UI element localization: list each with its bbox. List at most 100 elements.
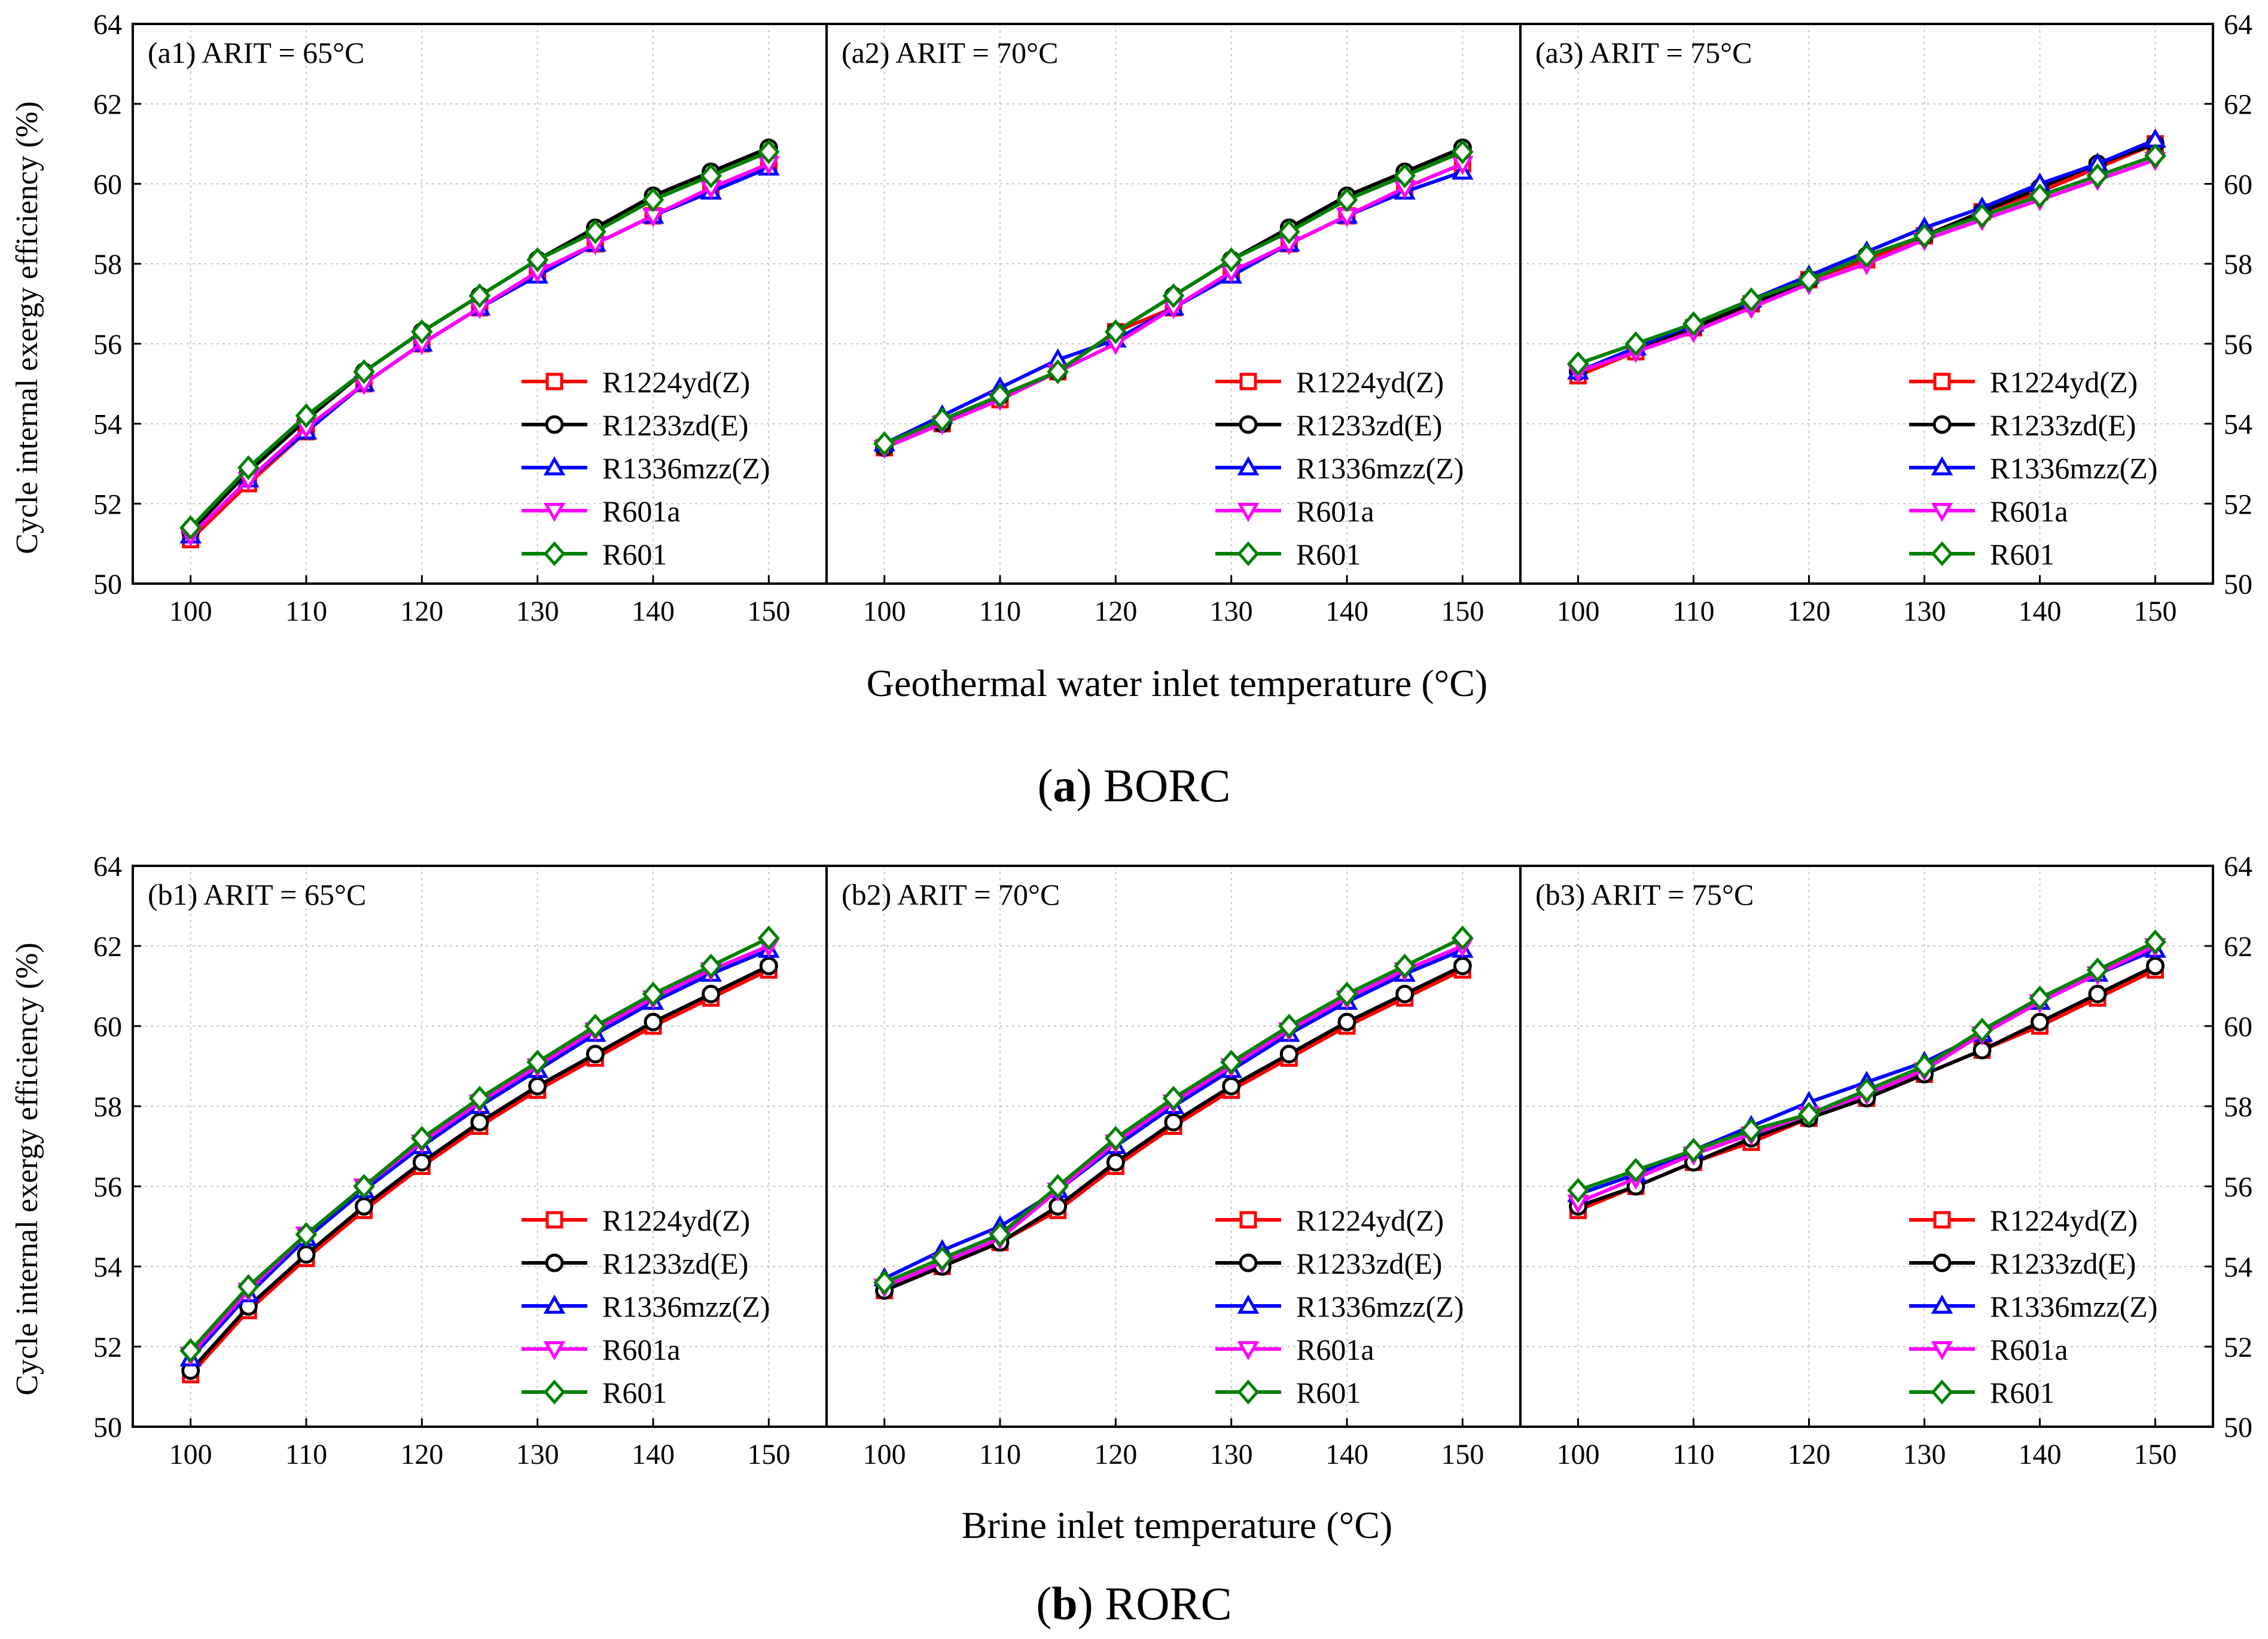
legend-marker-R1224yd(Z) <box>1239 373 1257 390</box>
data-point-R601 <box>584 1014 606 1039</box>
data-point-R601 <box>700 953 723 979</box>
x-tick-label: 110 <box>979 596 1021 627</box>
data-point-R1233zd(E) <box>2031 1012 2049 1031</box>
panel-title: (b2) ARIT = 70°C <box>842 878 1060 911</box>
data-point-R601 <box>353 359 376 384</box>
legend-marker-R1224yd(Z) <box>1933 373 1951 390</box>
y-tick-label: 58 <box>2224 1091 2252 1123</box>
data-point-R601 <box>1162 1085 1185 1111</box>
data-point-R1233zd(E) <box>2088 984 2107 1003</box>
y-tick-label: 62 <box>2224 931 2252 963</box>
chart-panel-5: 100 110 120 130 140 150 (b2) ARIT = 70°C R1224y… <box>825 865 1522 1470</box>
y-tick-label: 50 <box>93 1412 122 1443</box>
data-point-R601 <box>2144 143 2166 169</box>
legend-label: R1336mzz(Z) <box>1296 1290 1464 1323</box>
legend-marker-R601a <box>1237 503 1260 523</box>
data-point-R601 <box>353 1174 376 1199</box>
data-point-R601 <box>295 403 318 428</box>
data-point-R601 <box>2029 985 2051 1011</box>
data-point-R601 <box>1913 1054 1935 1079</box>
data-point-R601 <box>1451 139 1474 164</box>
caption-a-letter: a <box>1053 759 1077 811</box>
y-tick-label: 52 <box>2224 489 2252 520</box>
legend-label: R1233zd(E) <box>1990 1247 2136 1280</box>
legend-marker-R601 <box>1237 1379 1260 1405</box>
legend-label: R601 <box>602 1376 667 1409</box>
y-tick-label: 50 <box>2224 1412 2252 1443</box>
data-point-R601 <box>1682 1137 1705 1163</box>
data-point-R601 <box>1220 247 1243 273</box>
legend-marker-R1233zd(E) <box>1239 1253 1258 1272</box>
x-tick-label: 100 <box>1557 1439 1600 1470</box>
legend-marker-R1336mzz(Z) <box>1237 456 1260 475</box>
data-point-R1233zd(E) <box>470 1113 489 1132</box>
legend-marker-R1233zd(E) <box>1932 1253 1952 1272</box>
y-tick-label: 58 <box>93 1091 122 1123</box>
data-point-R1233zd(E) <box>1395 984 1415 1003</box>
y-tick-label: 56 <box>2224 329 2252 361</box>
legend-label: R601 <box>1990 538 2054 571</box>
data-point-R601 <box>410 1125 433 1151</box>
data-point-R601 <box>931 407 953 432</box>
legend-label: R1336mzz(Z) <box>1296 451 1464 485</box>
legend-label: R1233zd(E) <box>1990 408 2136 442</box>
legend-marker-R601 <box>1931 1379 1953 1405</box>
y-tick-label: 64 <box>93 851 122 883</box>
y-tick-label: 50 <box>93 569 122 600</box>
x-tick-label: 150 <box>747 596 790 627</box>
legend-label: R1233zd(E) <box>602 408 748 442</box>
y-tick-label: 54 <box>93 409 122 441</box>
panel-title: (a2) ARIT = 70°C <box>842 36 1059 69</box>
data-point-R601 <box>410 319 433 344</box>
data-point-R601 <box>1451 925 1474 951</box>
data-point-R601 <box>1971 203 1993 228</box>
legend-marker-R1224yd(Z) <box>1933 1211 1951 1229</box>
x-tick-label: 130 <box>516 1439 559 1470</box>
legend-label: R601a <box>1296 495 1374 528</box>
legend-label: R601 <box>1990 1376 2054 1409</box>
data-point-R1233zd(E) <box>1337 1012 1356 1031</box>
data-point-R601 <box>468 283 491 309</box>
legend-marker-R1336mzz(Z) <box>1931 1294 1953 1314</box>
x-tick-label: 130 <box>1210 1439 1253 1470</box>
y-tick-label: 60 <box>93 169 122 200</box>
legend-label: R601 <box>1296 1376 1361 1409</box>
y-tick-label: 58 <box>2224 249 2252 280</box>
legend: R1224yd(Z) R1233zd(E) R1336mzz(Z) R601a R601 <box>1909 365 2157 571</box>
data-point-R601 <box>989 1222 1011 1247</box>
x-tick-label: 120 <box>1094 1439 1137 1470</box>
data-point-R601 <box>1278 1014 1300 1039</box>
legend: R1224yd(Z) R1233zd(E) R1336mzz(Z) R601a R601 <box>522 1204 770 1409</box>
x-tick-label: 120 <box>1788 596 1831 627</box>
legend-marker-R601a <box>543 1341 566 1361</box>
data-point-R601 <box>584 219 606 245</box>
chart-panel-4: 100 110 120 130 140 150 50 52 54 56 58 60 62 64 (b1) A… <box>93 851 828 1470</box>
legend-label: R601a <box>1990 495 2068 528</box>
y-axis-label-b: Cycle internal exergy efficiency (%) <box>10 942 44 1396</box>
x-tick-label: 110 <box>285 1439 327 1470</box>
y-tick-label: 62 <box>93 89 122 121</box>
data-point-R601 <box>237 455 260 480</box>
x-axis-label-b: Brine inlet temperature (°C) <box>962 1504 1392 1546</box>
data-point-R601 <box>526 1049 549 1075</box>
legend-marker-R1224yd(Z) <box>545 1211 563 1229</box>
legend: R1224yd(Z) R1233zd(E) R1336mzz(Z) R601a R601 <box>1215 1204 1464 1409</box>
caption-b-text: RORC <box>1093 1577 1232 1629</box>
y-tick-label: 52 <box>93 1332 122 1363</box>
data-point-R1233zd(E) <box>702 984 721 1003</box>
y-tick-label: 62 <box>93 931 122 963</box>
legend-label: R1224yd(Z) <box>1296 1204 1444 1237</box>
legend-label: R1336mzz(Z) <box>1990 451 2157 485</box>
data-point-R601 <box>1971 1017 1993 1043</box>
data-point-R1233zd(E) <box>355 1197 374 1216</box>
data-point-R601 <box>2144 929 2166 955</box>
caption-a-text: BORC <box>1092 759 1231 811</box>
legend-label: R601a <box>602 495 681 528</box>
y-tick-label: 64 <box>2224 851 2252 883</box>
data-point-R601 <box>179 1338 202 1363</box>
legend-marker-R601a <box>543 503 566 523</box>
y-tick-label: 50 <box>2224 569 2252 600</box>
legend: R1224yd(Z) R1233zd(E) R1336mzz(Z) R601a R601 <box>522 365 770 571</box>
legend-marker-R601a <box>1237 1341 1260 1361</box>
data-point-R601 <box>295 1222 318 1247</box>
